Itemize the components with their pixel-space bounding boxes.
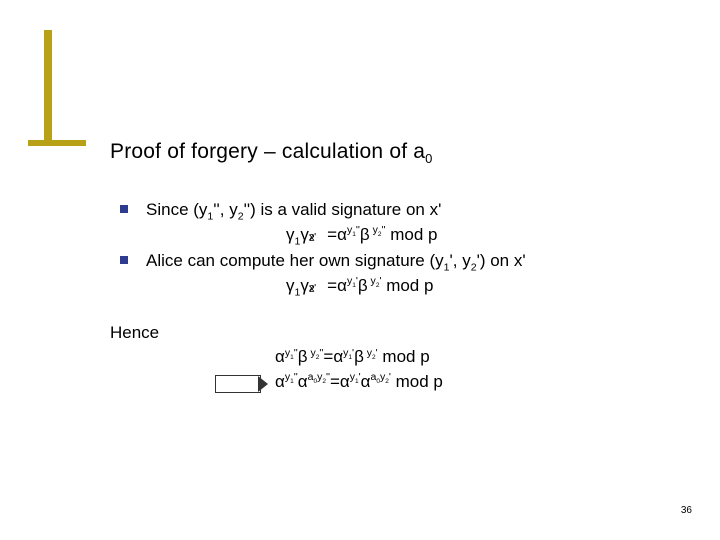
sym-gamma: γ xyxy=(286,225,295,244)
hence-block: Hence αy1''β y2''=αy1'β y2' mod p αy1''α… xyxy=(110,321,650,395)
text: mod p xyxy=(378,347,430,366)
equation: γ1γ2x' =αy1'β y2' mod p xyxy=(146,274,650,299)
sym-beta: β xyxy=(354,347,364,366)
bullet-list: Since (y1'', y2'') is a valid signature … xyxy=(120,198,650,299)
text: '', y xyxy=(213,200,237,219)
sym-gamma: γ xyxy=(286,276,295,295)
implication-arrow-head xyxy=(258,376,268,392)
sym-alpha: α xyxy=(275,347,285,366)
slide-body: Since (y1'', y2'') is a valid signature … xyxy=(110,198,650,394)
text: ', y xyxy=(450,251,471,270)
sym-alpha: α xyxy=(275,372,285,391)
equation: αy1''αa0y2''=αy1'αa0y2' mod p xyxy=(275,370,650,395)
equation: γ1γ2x' =αy1''β y2'' mod p xyxy=(146,223,650,248)
text: mod p xyxy=(381,276,433,295)
sym-eq: =α xyxy=(322,225,346,244)
text: mod p xyxy=(386,225,438,244)
text: mod p xyxy=(391,372,443,391)
page-number: 36 xyxy=(681,505,692,516)
bullet-item: Since (y1'', y2'') is a valid signature … xyxy=(120,198,650,247)
hence-equations: αy1''β y2''=αy1'β y2' mod p αy1''αa0y2''… xyxy=(110,345,650,394)
slide: Proof of forgery – calculation of a0 Sin… xyxy=(0,0,720,540)
slide-title: Proof of forgery – calculation of a0 xyxy=(110,140,650,164)
text: Since (y xyxy=(146,200,207,219)
sym-beta: β xyxy=(360,225,370,244)
sym-gamma: γ xyxy=(300,225,309,244)
hence-label: Hence xyxy=(110,321,650,346)
sym-alpha: α xyxy=(298,372,308,391)
text: ') on x' xyxy=(477,251,526,270)
accent-vertical-bar xyxy=(44,30,52,140)
sym-beta: β xyxy=(298,347,308,366)
text: '') is a valid signature on x' xyxy=(244,200,442,219)
sym-gamma: γ xyxy=(300,276,309,295)
sym-eq: =α xyxy=(323,347,343,366)
implication-arrow-box xyxy=(215,375,261,393)
bullet-item: Alice can compute her own signature (y1'… xyxy=(120,249,650,298)
text: Alice can compute her own signature (y xyxy=(146,251,444,270)
title-sub: 0 xyxy=(425,151,432,166)
title-text: Proof of forgery – calculation of a xyxy=(110,140,425,163)
sym-beta: β xyxy=(358,276,368,295)
sym-alpha: α xyxy=(340,372,350,391)
sym-eq: =α xyxy=(322,276,346,295)
sym-alpha: α xyxy=(361,372,371,391)
equation: αy1''β y2''=αy1'β y2' mod p xyxy=(275,345,650,370)
accent-horizontal-bar xyxy=(28,140,86,146)
